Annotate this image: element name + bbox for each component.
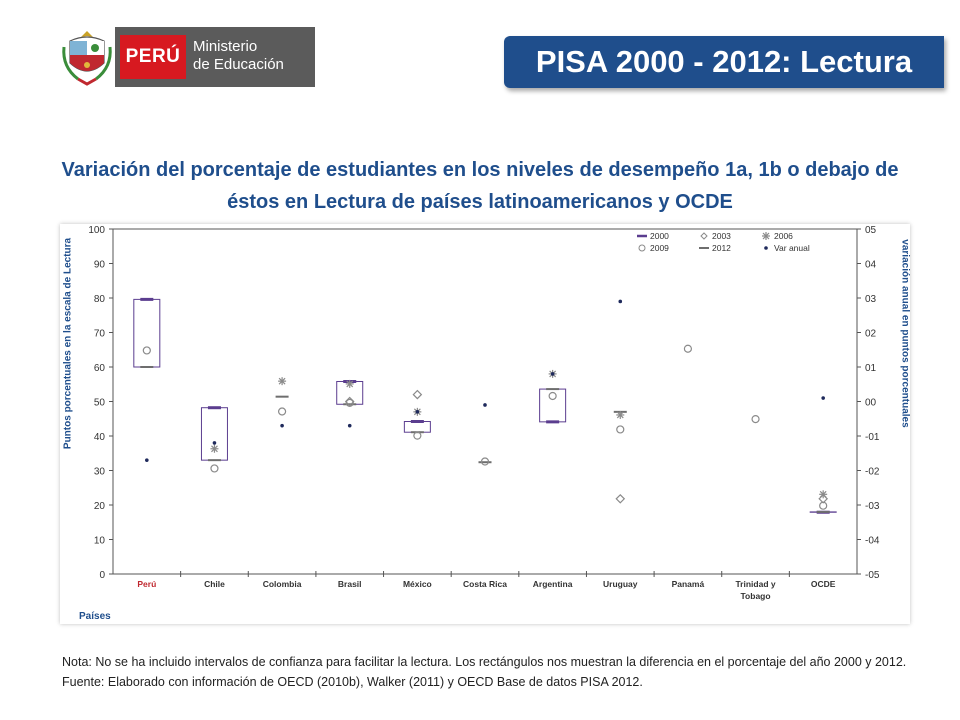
- y-tick-label-right: 02: [865, 329, 877, 340]
- x-tick-label: Chile: [204, 579, 225, 589]
- y-tick-label-left: 60: [94, 363, 106, 374]
- peru-coat-of-arms-icon: [62, 31, 112, 86]
- y-tick-label-right: 03: [865, 294, 877, 305]
- logo-peru-text: PERÚ: [120, 35, 186, 79]
- point-var-anual: [212, 441, 217, 445]
- range-box: [539, 388, 567, 423]
- y-tick-label-left: 50: [94, 398, 106, 409]
- point-var-anual: [415, 410, 420, 414]
- point-var-anual: [550, 372, 555, 376]
- point-2003: [344, 396, 355, 407]
- point-2003: [615, 493, 626, 504]
- y-tick-label-right: 04: [865, 260, 877, 271]
- chart-svg: 0102030405060708090100-05-04-03-02-01000…: [88, 225, 880, 601]
- legend-marker-2003: [700, 232, 708, 240]
- x-tick-label: Panamá: [672, 579, 705, 589]
- x-tick-label: Perú: [137, 579, 156, 589]
- footnote-nota: Nota: No se ha incluido intervalos de co…: [62, 655, 907, 669]
- y-tick-label-left: 20: [94, 501, 106, 512]
- y-tick-label-left: 40: [94, 432, 106, 443]
- y-tick-label-left: 10: [94, 536, 106, 547]
- point-2009: [480, 457, 490, 466]
- y-axis-label-left: Puntos porcentuales en la escala de Lect…: [62, 237, 74, 450]
- chart-frame: 0 10 20 30 40 50 60 70 80 90 100 -05 -04 -03 -02 -01 00 0…: [60, 224, 910, 624]
- point-2006: [616, 411, 624, 419]
- range-box: [403, 421, 431, 433]
- point-2006: [346, 380, 354, 388]
- point-var-anual: [821, 396, 825, 400]
- plot-area: [112, 228, 858, 575]
- x-tick-label: Brasil: [338, 579, 362, 589]
- point-2009: [413, 431, 422, 440]
- y-tick-label-right: -03: [865, 501, 880, 512]
- logo-ministry-line2: de Educación: [193, 56, 284, 73]
- y-tick-label-right: 05: [865, 225, 877, 236]
- point-2009: [548, 391, 557, 401]
- y-tick-label-left: 90: [94, 260, 106, 271]
- y-axis-label-right: variación anual en puntos porcentuales: [899, 239, 911, 428]
- y-tick-label-left: 0: [99, 570, 105, 581]
- point-2009: [616, 425, 625, 434]
- x-axis-label: Países: [79, 611, 111, 622]
- x-tick-label: Trinidad y: [735, 579, 775, 589]
- y-tick-label-right: -05: [865, 570, 880, 581]
- slide-title-box: PISA 2000 - 2012: Lectura: [504, 36, 944, 88]
- y-tick-label-right: -04: [865, 536, 880, 547]
- point-2009: [345, 398, 354, 407]
- point-var-anual: [618, 299, 623, 304]
- logo-ministry-text: Ministerio de Educación: [193, 38, 284, 74]
- point-2006: [819, 490, 827, 498]
- y-tick-label-right: -02: [865, 467, 880, 478]
- y-tick-label-right: 00: [865, 398, 877, 409]
- legend-marker-2009: [638, 244, 646, 252]
- legend-label: 2000: [650, 231, 669, 241]
- point-var-anual: [483, 403, 487, 407]
- x-tick-label: Uruguay: [603, 579, 638, 589]
- point-var-anual: [145, 458, 149, 462]
- legend-marker-var-anual: [764, 246, 768, 250]
- point-2006: [278, 377, 286, 385]
- y-tick-label-left: 70: [94, 329, 106, 340]
- point-2009: [683, 344, 693, 353]
- x-tick-label: Colombia: [263, 579, 302, 589]
- chart-headline: Variación del porcentaje de estudiantes …: [61, 159, 899, 213]
- x-tick-label: OCDE: [811, 579, 836, 589]
- x-tick-label: México: [403, 579, 432, 589]
- range-box: [133, 298, 161, 368]
- point-2009: [277, 407, 287, 416]
- legend-label: 2009: [650, 243, 669, 253]
- legend-label: Var anual: [774, 243, 810, 253]
- y-tick-label-right: 01: [865, 363, 877, 374]
- x-tick-label: Costa Rica: [463, 579, 507, 589]
- point-2006: [211, 445, 218, 453]
- y-tick-label-right: -01: [865, 432, 880, 443]
- point-var-anual: [280, 423, 284, 428]
- footnotes: Nota: No se ha incluido intervalos de co…: [62, 652, 922, 692]
- y-tick-label-left: 100: [88, 225, 105, 236]
- y-tick-label-left: 30: [94, 467, 106, 478]
- legend-label: 2006: [774, 231, 793, 241]
- point-2009: [751, 414, 760, 424]
- legend-label: 2012: [712, 243, 731, 253]
- point-var-anual: [347, 423, 352, 428]
- legend-label: 2003: [712, 231, 731, 241]
- point-2003: [412, 389, 423, 400]
- x-tick-label: Tobago: [741, 591, 771, 601]
- point-2009: [210, 464, 219, 473]
- y-tick-label-left: 80: [94, 294, 106, 305]
- slide-title: PISA 2000 - 2012: Lectura: [535, 44, 913, 79]
- x-tick-label: Argentina: [533, 579, 573, 589]
- minedu-logo: PERÚ Ministerio de Educación: [60, 27, 315, 87]
- logo-ministry-line1: Ministerio: [193, 38, 258, 55]
- point-2009: [142, 346, 151, 355]
- footnote-fuente: Fuente: Elaborado con información de OEC…: [62, 675, 643, 689]
- legend-marker-2006: [762, 232, 770, 240]
